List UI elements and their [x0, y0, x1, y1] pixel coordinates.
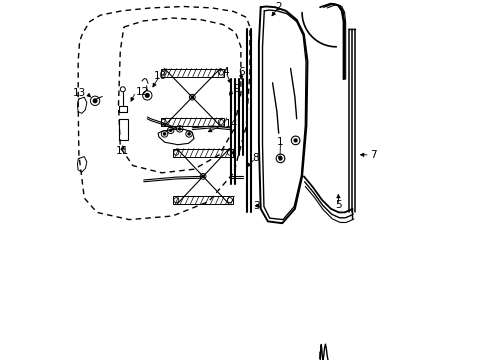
Text: 12: 12: [136, 87, 149, 97]
Text: 13: 13: [73, 88, 86, 98]
Text: 1: 1: [277, 137, 283, 147]
Circle shape: [191, 96, 193, 98]
Text: 9: 9: [233, 84, 240, 94]
Circle shape: [202, 175, 204, 177]
Text: 2: 2: [275, 2, 282, 12]
Circle shape: [145, 94, 149, 97]
Circle shape: [169, 129, 171, 131]
Text: 3: 3: [252, 201, 259, 211]
Bar: [118, 119, 127, 140]
Text: 5: 5: [335, 200, 342, 210]
Circle shape: [187, 133, 190, 135]
Text: 11: 11: [116, 146, 129, 156]
Text: 4: 4: [222, 67, 228, 77]
Circle shape: [163, 133, 165, 135]
Circle shape: [294, 139, 296, 142]
Circle shape: [178, 128, 181, 130]
Circle shape: [93, 99, 97, 103]
Text: 14: 14: [224, 119, 238, 129]
Text: 8: 8: [251, 153, 258, 163]
Text: 10: 10: [153, 71, 166, 81]
Text: 7: 7: [369, 150, 376, 160]
Text: 6: 6: [238, 67, 244, 77]
Circle shape: [279, 157, 282, 160]
